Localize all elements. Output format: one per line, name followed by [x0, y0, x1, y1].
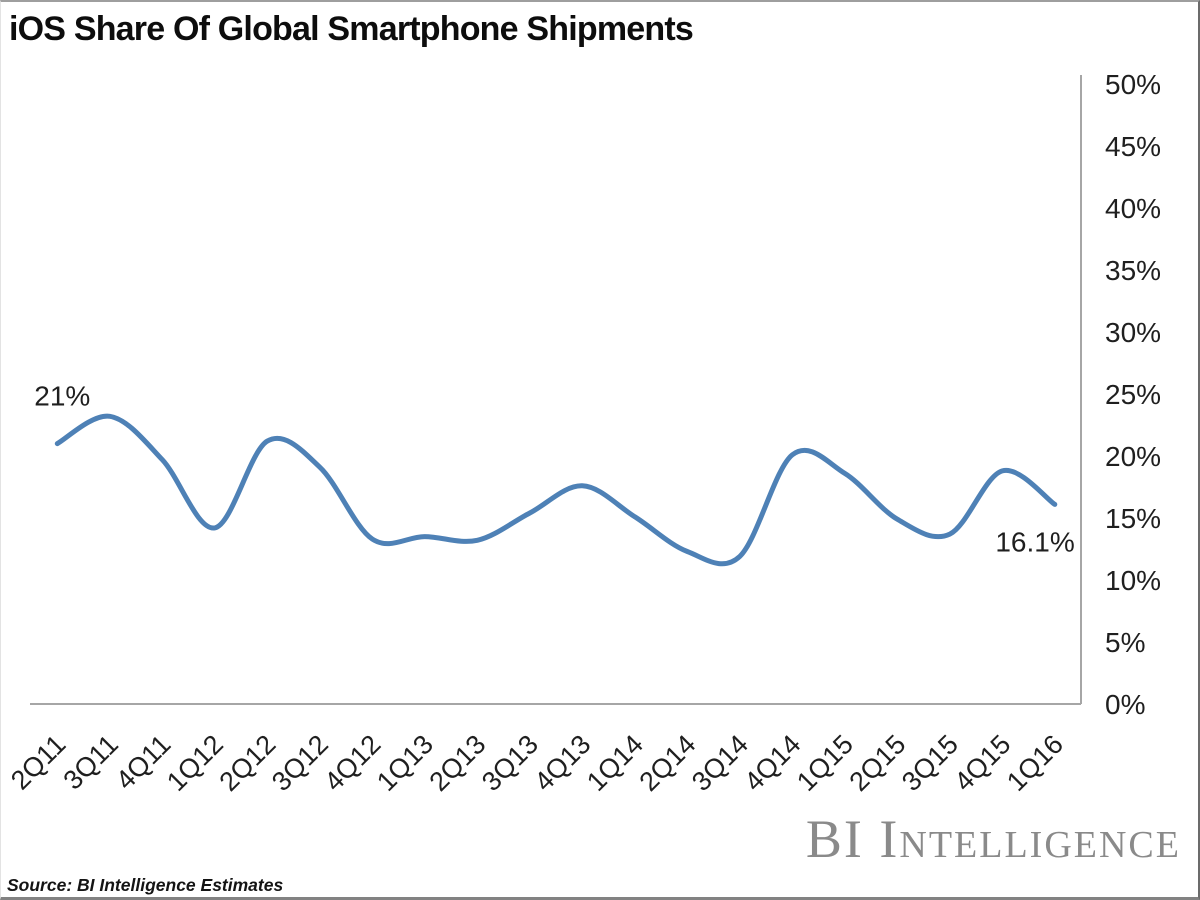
x-tick-label: 3Q11: [57, 729, 124, 796]
x-tick-label: 4Q13: [529, 729, 597, 797]
x-tick-label: 1Q13: [371, 729, 439, 797]
y-tick-label: 50%: [1105, 69, 1161, 100]
x-tick-label: 4Q15: [949, 729, 1017, 797]
x-tick-label: 3Q12: [266, 729, 334, 797]
x-tick-label: 4Q14: [739, 729, 807, 797]
y-tick-label: 45%: [1105, 131, 1161, 162]
y-tick-label: 30%: [1105, 317, 1161, 348]
data-label: 21%: [34, 381, 90, 412]
x-tick-label: 2Q15: [844, 729, 912, 797]
x-tick-label: 1Q15: [791, 729, 859, 797]
line-chart-svg: 0%5%10%15%20%25%30%35%40%45%50%2Q113Q114…: [5, 69, 1161, 797]
y-tick-label: 35%: [1105, 255, 1161, 286]
series-line: [54, 413, 1058, 567]
y-tick-label: 15%: [1105, 503, 1161, 534]
y-tick-label: 25%: [1105, 379, 1161, 410]
x-tick-label: 2Q11: [5, 729, 72, 796]
x-tick-label: 1Q16: [1001, 729, 1069, 797]
x-tick-label: 1Q12: [161, 729, 229, 797]
x-tick-label: 4Q11: [110, 729, 177, 796]
y-tick-label: 0%: [1105, 689, 1145, 720]
x-tick-label: 3Q13: [476, 729, 544, 797]
x-tick-label: 3Q14: [686, 729, 754, 797]
source-note: Source: BI Intelligence Estimates: [7, 875, 284, 895]
y-tick-label: 20%: [1105, 441, 1161, 472]
x-tick-label: 3Q15: [896, 729, 964, 797]
bi-intelligence-logo: BI Intelligence: [805, 809, 1181, 869]
x-tick-label: 1Q14: [581, 729, 649, 797]
x-tick-label: 2Q12: [214, 729, 282, 797]
y-tick-label: 10%: [1105, 565, 1161, 596]
data-label: 16.1%: [995, 526, 1074, 557]
chart-title: iOS Share Of Global Smartphone Shipments: [9, 10, 694, 48]
y-tick-label: 5%: [1105, 627, 1145, 658]
x-tick-label: 4Q12: [319, 729, 387, 797]
y-tick-label: 40%: [1105, 193, 1161, 224]
x-tick-label: 2Q13: [424, 729, 492, 797]
x-tick-label: 2Q14: [634, 729, 702, 797]
